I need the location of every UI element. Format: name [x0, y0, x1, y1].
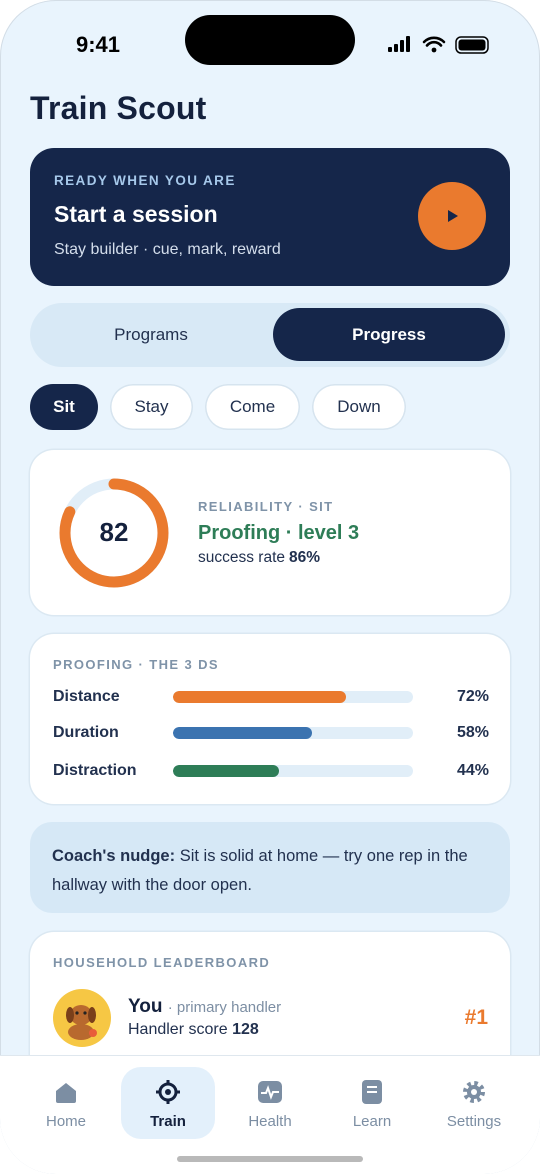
nudge-lead: Coach's nudge:: [52, 847, 176, 865]
leader-rank: #1: [464, 1006, 488, 1029]
nav-item[interactable]: Home: [19, 1067, 113, 1139]
proofing-title: PROOFING · THE 3 DS: [53, 657, 220, 672]
play-button[interactable]: [418, 182, 486, 250]
page-title: Train Scout: [30, 90, 207, 126]
nav-label: Settings: [446, 1113, 502, 1130]
chip-label: Stay: [134, 397, 169, 416]
metric-label: Distraction: [53, 762, 137, 779]
leaderboard-title: HOUSEHOLD LEADERBOARD: [53, 955, 271, 970]
avatar: [53, 989, 111, 1047]
ring-fill: [59, 478, 169, 588]
tab[interactable]: Progress: [273, 308, 505, 361]
metric-bar: [173, 727, 313, 739]
nav-icon: [463, 1081, 485, 1103]
score-text: 82: [100, 517, 129, 547]
tab-label: Programs: [114, 324, 188, 344]
session-title: Start a session: [54, 201, 218, 227]
nav-label: Learn: [352, 1113, 392, 1130]
nudge-text: Coach's nudge: Sit is solid at home — tr…: [52, 842, 492, 900]
segmented-control: Programs Progress: [30, 303, 510, 367]
nav-item[interactable]: Settings: [427, 1067, 521, 1139]
metric-label: Duration: [53, 724, 119, 741]
metric-bar: [173, 691, 346, 703]
chip-label: Come: [229, 397, 276, 416]
metric-track: [173, 765, 413, 777]
tab-label: Progress: [352, 324, 426, 344]
metric-label: Distance: [53, 688, 120, 705]
reliability-card: 82 RELIABILITY · SIT Proofing · level 3 …: [30, 450, 510, 615]
dynamic-island: [185, 15, 355, 65]
metric-track: [173, 727, 413, 739]
proofing-card: PROOFING · THE 3 DS Distance 72% Duration 5…: [30, 634, 510, 804]
nav-item[interactable]: Health: [223, 1067, 317, 1139]
leader-name: You: [128, 996, 163, 1017]
metric-value: 44%: [456, 762, 489, 779]
score-value: 128: [232, 1021, 259, 1038]
tab-bar: Home Train Health Learn Settings: [0, 1055, 540, 1174]
metric-value: 72%: [456, 688, 489, 705]
coach-nudge: Coach's nudge: Sit is solid at home — tr…: [30, 822, 510, 913]
nav-label: Train: [150, 1113, 186, 1130]
chip[interactable]: Come: [205, 384, 300, 430]
nav-icon: [156, 1080, 180, 1104]
metric-value: 58%: [456, 724, 489, 741]
nudge-body: Sit is solid at home — try one rep in th…: [52, 847, 468, 894]
nav-label: Health: [248, 1113, 292, 1130]
leader-role: · primary handler: [167, 999, 282, 1016]
metric-track: [173, 691, 413, 703]
metric-bar: [173, 765, 279, 777]
session-card[interactable]: READY WHEN YOU ARE Start a session Stay …: [30, 148, 510, 286]
nav-item[interactable]: Learn: [325, 1067, 419, 1139]
home-indicator: [177, 1156, 363, 1162]
score-prefix: Handler score: [128, 1021, 228, 1038]
leader-row: You · primary handler: [128, 996, 281, 1018]
status-time: 9:41: [76, 32, 121, 57]
rate-prefix: success rate: [198, 549, 286, 566]
rate-value: 86%: [289, 549, 321, 566]
chip-label: Sit: [53, 397, 75, 416]
tab[interactable]: Programs: [35, 308, 267, 361]
chip[interactable]: Sit: [30, 384, 98, 430]
status-icons: [388, 36, 489, 54]
nav-icon: [362, 1080, 382, 1104]
nav-item[interactable]: Train: [121, 1067, 215, 1139]
nav-label: Home: [45, 1113, 86, 1130]
nav-icon: [56, 1083, 76, 1103]
reliability-eyebrow: RELIABILITY · SIT: [198, 499, 334, 514]
reliability-ring: 82: [59, 478, 169, 588]
success-rate: success rate 86%: [198, 549, 320, 567]
chip[interactable]: Stay: [110, 384, 193, 430]
session-subtitle: Stay builder · cue, mark, reward: [54, 241, 281, 258]
stage-text: Proofing · level 3: [198, 522, 360, 544]
leader-score: Handler score 128: [128, 1021, 259, 1039]
session-eyebrow: READY WHEN YOU ARE: [54, 173, 236, 188]
nav-icon: [258, 1081, 282, 1103]
chip-label: Down: [337, 397, 381, 416]
chip[interactable]: Down: [312, 384, 406, 430]
